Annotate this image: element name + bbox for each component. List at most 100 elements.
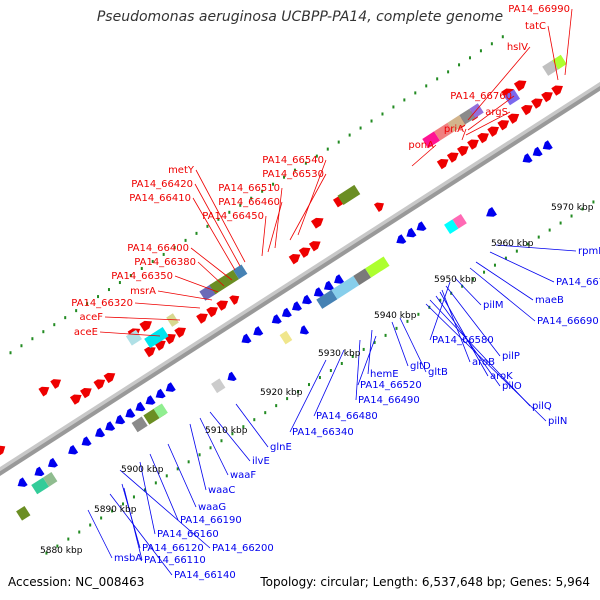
gene-block [552, 54, 567, 70]
leader-line [289, 173, 327, 241]
tick-mark [315, 154, 318, 158]
tick-mark [86, 302, 89, 306]
reverse-gene-arrow [115, 414, 126, 425]
reverse-gene-arrow-shape [334, 274, 345, 284]
reverse-gene-arrow-shape [241, 333, 252, 344]
gene-label: PA14_66530 [262, 169, 324, 180]
forward-gene-arrow-shape [446, 152, 459, 163]
reverse-gene-arrow-shape [47, 457, 58, 468]
gene-label: PA14_66140 [174, 570, 236, 581]
leader-line [495, 244, 577, 252]
gene-block-shape [279, 330, 293, 345]
gene-block-shape [31, 477, 49, 495]
leader-line [261, 215, 267, 257]
leader-line [429, 299, 531, 407]
reverse-gene-arrow [522, 153, 533, 163]
scale-label: 5960 kbp [491, 239, 534, 249]
gene-label: PA14_66700 [556, 277, 600, 288]
reverse-gene-arrow [241, 333, 252, 344]
reverse-gene-arrow-shape [155, 388, 166, 399]
gene-block-shape [552, 54, 567, 70]
forward-gene-arrow-shape [229, 295, 240, 305]
forward-gene-arrow [69, 394, 82, 405]
gene-block-shape [144, 326, 169, 349]
reverse-gene-arrow-shape [532, 146, 543, 157]
tick-mark [526, 242, 529, 246]
tick-mark [228, 210, 231, 214]
forward-gene-arrow-shape [467, 139, 479, 150]
leader-line [489, 251, 555, 283]
gene-label: PA14_66340 [292, 427, 354, 438]
forward-gene-arrow [196, 313, 208, 324]
gene-label: pilQ [532, 401, 552, 412]
forward-gene-arrow-shape [310, 217, 324, 229]
forward-gene-arrow-shape [93, 379, 106, 390]
reverse-gene-arrow [155, 388, 166, 399]
gene-block [452, 213, 467, 229]
forward-gene-arrow-shape [174, 327, 186, 338]
gene-block-shape [459, 108, 476, 125]
leader-line [425, 303, 547, 422]
leader-line [189, 423, 207, 491]
gene-block-shape [365, 256, 390, 278]
reverse-gene-arrow-shape [253, 326, 264, 336]
gene-label: PA14_66320 [71, 298, 133, 309]
leader-line [391, 321, 409, 367]
tick-mark [297, 390, 300, 394]
gene-block [422, 131, 440, 149]
tick-mark [304, 161, 307, 165]
tick-mark [283, 175, 286, 179]
leader-line [119, 469, 211, 549]
reverse-gene-arrow [323, 280, 334, 291]
leader-line [465, 111, 511, 136]
leader-line [445, 285, 501, 357]
tick-mark [340, 361, 343, 365]
tick-mark [31, 337, 34, 341]
tick-mark [264, 411, 267, 415]
forward-gene-arrow-shape [139, 320, 152, 332]
tick-mark [118, 281, 121, 285]
reverse-gene-arrow-shape [406, 227, 417, 238]
reverse-gene-arrow [145, 395, 156, 405]
tick-mark [75, 309, 78, 313]
leader-line [199, 417, 229, 476]
tick-mark [592, 200, 595, 204]
tick-mark [20, 344, 23, 348]
gene-block [469, 103, 484, 118]
gene-label: msrA [130, 286, 156, 297]
forward-gene-arrow [298, 247, 311, 258]
forward-gene-arrow [457, 145, 469, 157]
gene-label: PA14_66990 [508, 4, 570, 15]
gene-label: PA14_66760 [450, 91, 512, 102]
gene-block [16, 505, 31, 521]
reverse-gene-arrow-shape [291, 301, 302, 311]
tick-mark [173, 245, 176, 249]
leader-line [547, 25, 559, 81]
leader-line [469, 267, 536, 322]
tick-mark [307, 383, 310, 387]
tick-mark [217, 217, 220, 221]
gene-block [434, 122, 454, 141]
gene-label: ilvE [252, 456, 270, 467]
reverse-gene-arrow-shape [165, 382, 176, 392]
forward-gene-arrow-shape [80, 388, 92, 399]
backbone-line [0, 86, 600, 476]
tick-mark [154, 481, 157, 485]
gene-block [211, 378, 226, 394]
tick-mark [351, 354, 354, 358]
forward-gene-arrow [446, 152, 459, 163]
gene-block-shape [444, 219, 459, 235]
leader-line [411, 144, 437, 167]
gene-label: maeB [535, 295, 564, 306]
reverse-gene-arrow [334, 274, 345, 284]
gene-label: PA14_66200 [212, 543, 274, 554]
gene-block [209, 269, 239, 295]
tick-mark [89, 523, 92, 527]
tick-mark [140, 266, 143, 270]
leader-line [439, 291, 489, 377]
leader-line [109, 493, 173, 576]
forward-gene-arrow [467, 139, 479, 150]
tick-mark [447, 70, 450, 74]
reverse-gene-arrow [105, 421, 116, 431]
genome-backbone [0, 81, 600, 476]
